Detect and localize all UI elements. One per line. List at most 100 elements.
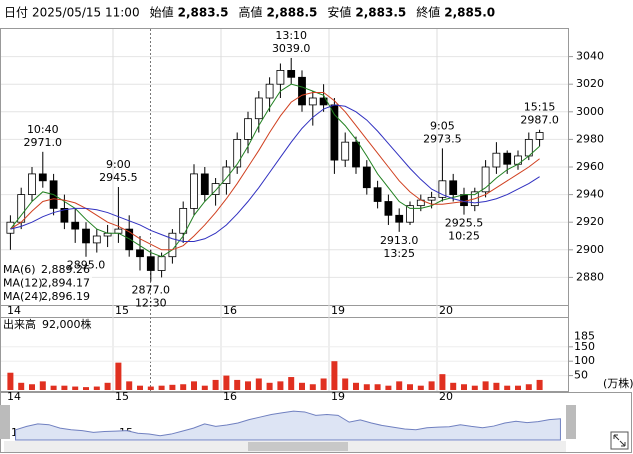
candle-body <box>136 249 144 258</box>
volume-bar <box>158 385 165 390</box>
annotation-time: 10:40 <box>27 123 59 136</box>
candle-body <box>287 70 296 78</box>
header-value: 2,883.5 <box>178 6 229 20</box>
candle-body <box>330 104 339 161</box>
candle-body <box>406 205 414 223</box>
annotation-value: 2895.0 <box>67 259 106 272</box>
volume-bar <box>320 378 327 390</box>
header-label: 終値 <box>416 5 440 20</box>
ma-line <box>10 104 540 243</box>
candle-body <box>146 256 155 271</box>
candle-body <box>503 152 512 165</box>
volume-bar <box>212 379 219 390</box>
x-tick-label: 20 <box>439 304 453 317</box>
volume-bar <box>288 377 295 390</box>
y-tick-label: 2880 <box>576 270 604 283</box>
candle-body <box>28 173 36 195</box>
volume-bar <box>245 381 251 390</box>
legend-bg <box>1 277 92 291</box>
header-value: 2025/05/15 11:00 <box>32 6 140 20</box>
candle-body <box>190 173 198 209</box>
candle-body <box>233 138 242 168</box>
volume-bar <box>137 385 143 390</box>
volume-current: 185 <box>574 330 595 343</box>
volume-bar <box>277 381 284 390</box>
volume-bar <box>180 384 187 390</box>
candle-body <box>157 256 166 271</box>
x-tick-label: 20 <box>439 390 453 403</box>
candle-body <box>427 196 436 201</box>
range-handle-left[interactable] <box>0 405 10 439</box>
annotation-value: 2973.5 <box>423 132 462 145</box>
candle-body <box>38 173 47 182</box>
annotation-value: 2925.5 <box>445 217 484 230</box>
legend-bg <box>1 290 92 304</box>
annotation-time: 9:05 <box>430 119 455 132</box>
candle-body <box>179 207 188 234</box>
expand-button[interactable] <box>610 431 629 450</box>
x-tick-label: 16 <box>223 390 237 403</box>
y-tick-label: 2980 <box>576 132 604 145</box>
volume-amount: 92,000株 <box>42 317 92 331</box>
volume-bar <box>39 381 46 390</box>
candle-body <box>373 187 382 202</box>
volume-bar <box>93 386 100 390</box>
volume-bar <box>471 385 478 390</box>
volume-bar <box>147 386 154 390</box>
volume-bar <box>50 385 57 390</box>
annotation-time: 13:25 <box>383 247 415 260</box>
legend-name: MA(6) <box>3 263 36 276</box>
annotation-time: 15:15 <box>524 101 556 114</box>
y-tick-label: 3020 <box>576 77 604 90</box>
volume-bar <box>201 385 208 390</box>
volume-bar <box>525 384 532 390</box>
header-value: 2,888.5 <box>266 6 317 20</box>
volume-bar <box>396 381 403 390</box>
volume-bar <box>417 385 424 390</box>
volume-bar <box>72 386 79 390</box>
volume-bar <box>115 362 122 390</box>
header-value: 2,883.5 <box>355 6 406 20</box>
volume-unit: (万株) <box>603 376 633 390</box>
candle-body <box>200 173 209 195</box>
candle-body <box>222 166 231 184</box>
y-tick-label: 2900 <box>576 243 604 256</box>
candle-body <box>514 155 522 165</box>
annotation-time: 12:30 <box>135 297 167 310</box>
volume-bar <box>29 384 35 390</box>
x-tick-label: 19 <box>331 304 345 317</box>
volume-bar <box>234 379 241 390</box>
candle-body <box>341 141 350 161</box>
candle-body <box>60 207 69 223</box>
volume-bar <box>309 384 316 390</box>
range-handle-right[interactable] <box>566 405 576 439</box>
annotation-value: 2913.0 <box>380 234 419 247</box>
scroll-thumb[interactable] <box>248 442 348 451</box>
candle-body <box>352 141 360 168</box>
annotation-value: 2877.0 <box>132 284 171 297</box>
navigator-area <box>15 410 561 441</box>
header-label: 始値 <box>150 5 174 20</box>
x-tick-label: 15 <box>115 390 129 403</box>
candle-body <box>125 228 134 251</box>
annotation-value: 3039.0 <box>272 42 311 55</box>
candle-body <box>92 235 101 244</box>
ma-line <box>10 91 540 251</box>
header-label: 安値 <box>327 5 351 20</box>
x-tick-label: 14 <box>7 390 21 403</box>
legend-name: MA(24) <box>3 290 43 303</box>
volume-bar <box>169 384 176 390</box>
volume-bar <box>493 382 500 390</box>
volume-bar <box>482 381 489 390</box>
annotation-time: 13:10 <box>275 29 307 42</box>
annotation-time: 9:00 <box>106 158 131 171</box>
volume-bar <box>342 378 349 390</box>
candle-body <box>384 201 393 216</box>
volume-bar <box>255 378 262 390</box>
candle-body <box>244 118 252 140</box>
x-tick-label: 14 <box>7 304 21 317</box>
volume-bar <box>461 384 467 390</box>
volume-bar <box>266 382 273 390</box>
annotation-time: 10:25 <box>448 230 480 243</box>
